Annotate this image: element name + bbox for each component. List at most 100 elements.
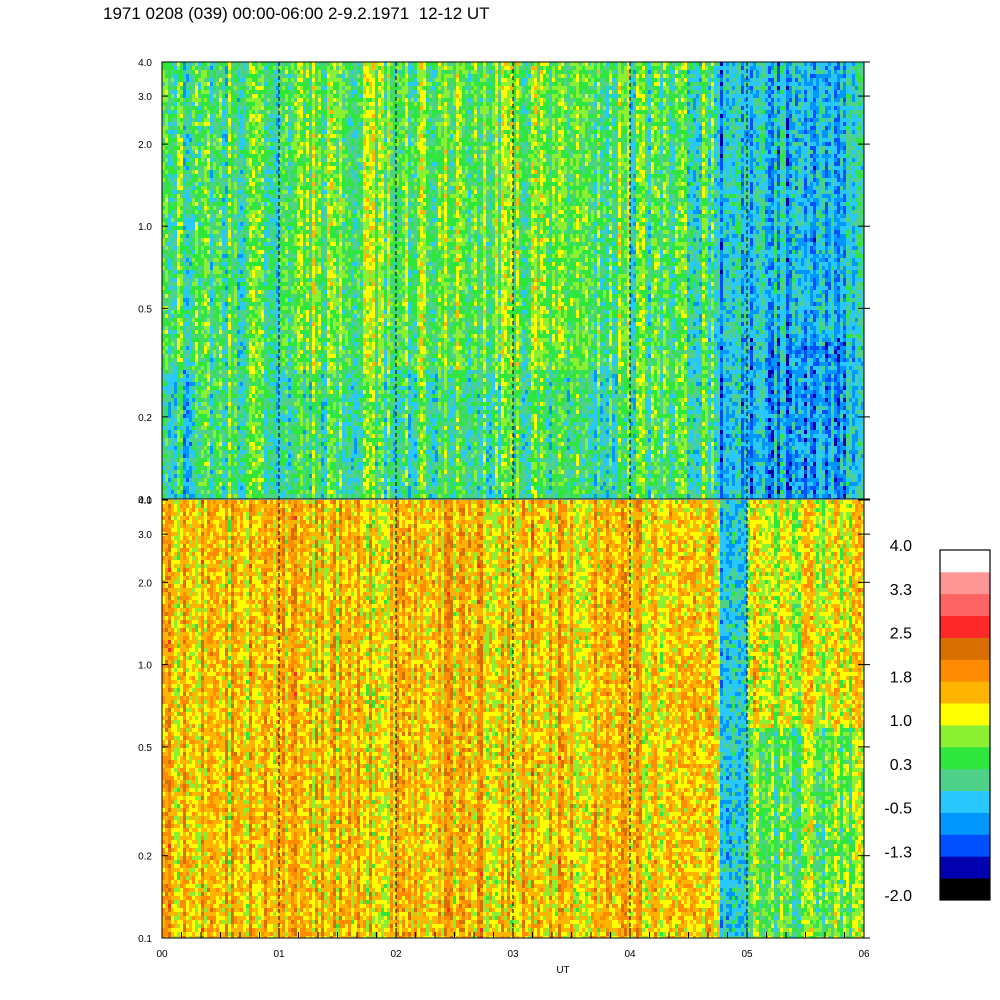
heatmap-cell: [237, 146, 240, 150]
heatmap-cell: [183, 470, 186, 474]
heatmap-cell: [195, 94, 198, 98]
heatmap-cell: [288, 202, 291, 206]
heatmap-cell: [261, 126, 264, 130]
heatmap-cell: [264, 422, 267, 426]
heatmap-cell: [198, 462, 201, 466]
heatmap-cell: [180, 62, 183, 66]
heatmap-cell: [279, 218, 282, 222]
heatmap-cell: [243, 370, 246, 374]
heatmap-cell: [228, 370, 231, 374]
heatmap-cell: [201, 318, 204, 322]
heatmap-cell: [282, 198, 285, 202]
heatmap-cell: [270, 150, 273, 154]
heatmap-cell: [282, 162, 285, 166]
heatmap-cell: [189, 366, 192, 370]
heatmap-cell: [192, 322, 195, 326]
heatmap-cell: [237, 186, 240, 190]
heatmap-cell: [291, 170, 294, 174]
heatmap-cell: [270, 394, 273, 398]
heatmap-cell: [249, 438, 252, 442]
heatmap-cell: [231, 318, 234, 322]
heatmap-cell: [174, 234, 177, 238]
heatmap-cell: [204, 126, 207, 130]
heatmap-cell: [240, 362, 243, 366]
heatmap-cell: [288, 190, 291, 194]
heatmap-cell: [165, 374, 168, 378]
heatmap-cell: [174, 426, 177, 430]
heatmap-cell: [219, 298, 222, 302]
heatmap-cell: [201, 398, 204, 402]
heatmap-cell: [267, 266, 270, 270]
heatmap-cell: [165, 206, 168, 210]
heatmap-cell: [183, 414, 186, 418]
heatmap-cell: [225, 398, 228, 402]
heatmap-cell: [231, 402, 234, 406]
heatmap-cell: [201, 290, 204, 294]
heatmap-cell: [228, 490, 231, 494]
heatmap-cell: [222, 466, 225, 470]
heatmap-cell: [270, 342, 273, 346]
heatmap-cell: [231, 306, 234, 310]
heatmap-cell: [204, 262, 207, 266]
heatmap-cell: [240, 374, 243, 378]
heatmap-cell: [282, 494, 285, 498]
heatmap-cell: [234, 286, 237, 290]
heatmap-cell: [243, 414, 246, 418]
heatmap-cell: [210, 450, 213, 454]
heatmap-cell: [174, 310, 177, 314]
heatmap-cell: [264, 350, 267, 354]
heatmap-cell: [279, 182, 282, 186]
heatmap-cell: [228, 242, 231, 246]
heatmap-cell: [285, 222, 288, 226]
heatmap-cell: [168, 430, 171, 434]
heatmap-cell: [195, 306, 198, 310]
heatmap-cell: [225, 254, 228, 258]
heatmap-cell: [219, 270, 222, 274]
heatmap-cell: [234, 466, 237, 470]
heatmap-cell: [279, 454, 282, 458]
heatmap-cell: [273, 198, 276, 202]
heatmap-cell: [285, 134, 288, 138]
heatmap-cell: [192, 338, 195, 342]
heatmap-cell: [291, 422, 294, 426]
heatmap-cell: [186, 482, 189, 486]
heatmap-cell: [240, 446, 243, 450]
heatmap-cell: [297, 198, 300, 202]
heatmap-cell: [165, 198, 168, 202]
heatmap-cell: [258, 190, 261, 194]
heatmap-cell: [276, 386, 279, 390]
heatmap-cell: [222, 94, 225, 98]
heatmap-cell: [204, 418, 207, 422]
heatmap-cell: [282, 306, 285, 310]
heatmap-cell: [192, 138, 195, 142]
heatmap-cell: [276, 366, 279, 370]
heatmap-cell: [234, 170, 237, 174]
heatmap-cell: [183, 118, 186, 122]
heatmap-cell: [162, 490, 165, 494]
heatmap-cell: [165, 314, 168, 318]
heatmap-cell: [189, 262, 192, 266]
heatmap-cell: [228, 458, 231, 462]
heatmap-cell: [174, 146, 177, 150]
heatmap-cell: [246, 426, 249, 430]
heatmap-cell: [162, 86, 165, 90]
heatmap-cell: [237, 242, 240, 246]
heatmap-cell: [171, 162, 174, 166]
heatmap-cell: [276, 394, 279, 398]
heatmap-cell: [279, 186, 282, 190]
heatmap-cell: [249, 202, 252, 206]
heatmap-cell: [249, 454, 252, 458]
heatmap-cell: [186, 214, 189, 218]
heatmap-cell: [231, 398, 234, 402]
heatmap-cell: [177, 454, 180, 458]
heatmap-cell: [189, 86, 192, 90]
heatmap-cell: [201, 62, 204, 66]
heatmap-cell: [276, 362, 279, 366]
heatmap-cell: [279, 166, 282, 170]
heatmap-cell: [222, 418, 225, 422]
heatmap-cell: [276, 274, 279, 278]
heatmap-cell: [234, 210, 237, 214]
heatmap-cell: [276, 486, 279, 490]
heatmap-cell: [249, 474, 252, 478]
heatmap-cell: [216, 326, 219, 330]
